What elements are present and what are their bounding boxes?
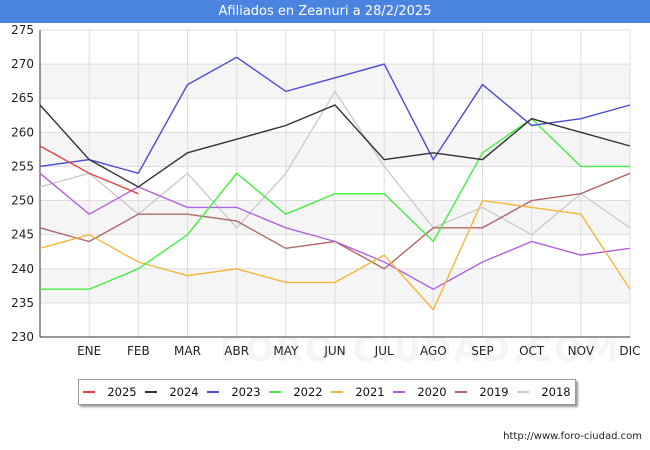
legend-swatch [207,391,220,393]
watermark: FORO-CIUDAD.COM [220,330,621,370]
legend-item-2022: 2022 [269,385,323,399]
x-tick-label: ENE [77,344,101,358]
legend-label: 2018 [541,385,571,399]
axes [39,30,630,338]
legend-item-2023: 2023 [207,385,261,399]
source-url: http://www.foro-ciudad.com [503,431,642,442]
legend: 2025 2024 2023 2022 2021 2020 2019 2018 [78,379,576,405]
legend-label: 2020 [417,385,447,399]
series-line-2025 [39,145,139,195]
legend-label: 2024 [169,385,199,399]
legend-item-2024: 2024 [145,385,199,399]
legend-item-2025: 2025 [83,385,137,399]
legend-item-2021: 2021 [331,385,385,399]
x-tick-label: NOV [568,344,595,358]
x-tick-label: MAY [273,344,299,358]
x-tick-label: AGO [420,344,447,358]
y-tick-label: 255 [11,159,34,173]
x-tick-label: SEP [471,344,493,358]
legend-swatch [269,391,282,393]
y-tick-label: 265 [11,91,34,105]
legend-item-2019: 2019 [455,385,509,399]
y-tick-label: 230 [11,330,34,344]
x-tick-label: MAR [174,344,201,358]
legend-swatch [145,391,158,393]
x-tick-label: FEB [127,344,150,358]
series-line-2023 [39,56,631,175]
chart-title: Afiliados en Zeanuri a 28/2/2025 [0,0,650,23]
x-tick-label: DIC [619,344,640,358]
series-line-2021 [39,199,631,311]
legend-swatch [83,391,96,393]
x-tick-label: ABR [224,344,249,358]
y-tick-label: 240 [11,262,34,276]
series-line-2024 [39,104,631,188]
legend-label: 2019 [479,385,509,399]
y-tick-label: 275 [11,23,34,37]
legend-label: 2025 [107,385,137,399]
legend-label: 2023 [231,385,261,399]
legend-swatch [517,391,530,393]
tick-labels: 230 235 240 245 250 255 260 265 270 275 ENE FEB MAR A… [11,23,640,358]
legend-label: 2022 [293,385,323,399]
legend-item-2020: 2020 [393,385,447,399]
x-tick-label: OCT [519,344,545,358]
legend-item-2018: 2018 [517,385,571,399]
y-tick-label: 270 [11,57,34,71]
x-tick-label: JUL [374,344,394,358]
y-tick-label: 260 [11,125,34,139]
legend-label: 2021 [355,385,385,399]
legend-swatch [393,391,406,393]
x-tick-label: JUN [323,344,345,358]
y-tick-label: 245 [11,228,34,242]
y-tick-label: 235 [11,296,34,310]
legend-swatch [331,391,344,393]
series-lines [39,56,631,311]
legend-swatch [455,391,468,393]
y-tick-label: 250 [11,194,34,208]
